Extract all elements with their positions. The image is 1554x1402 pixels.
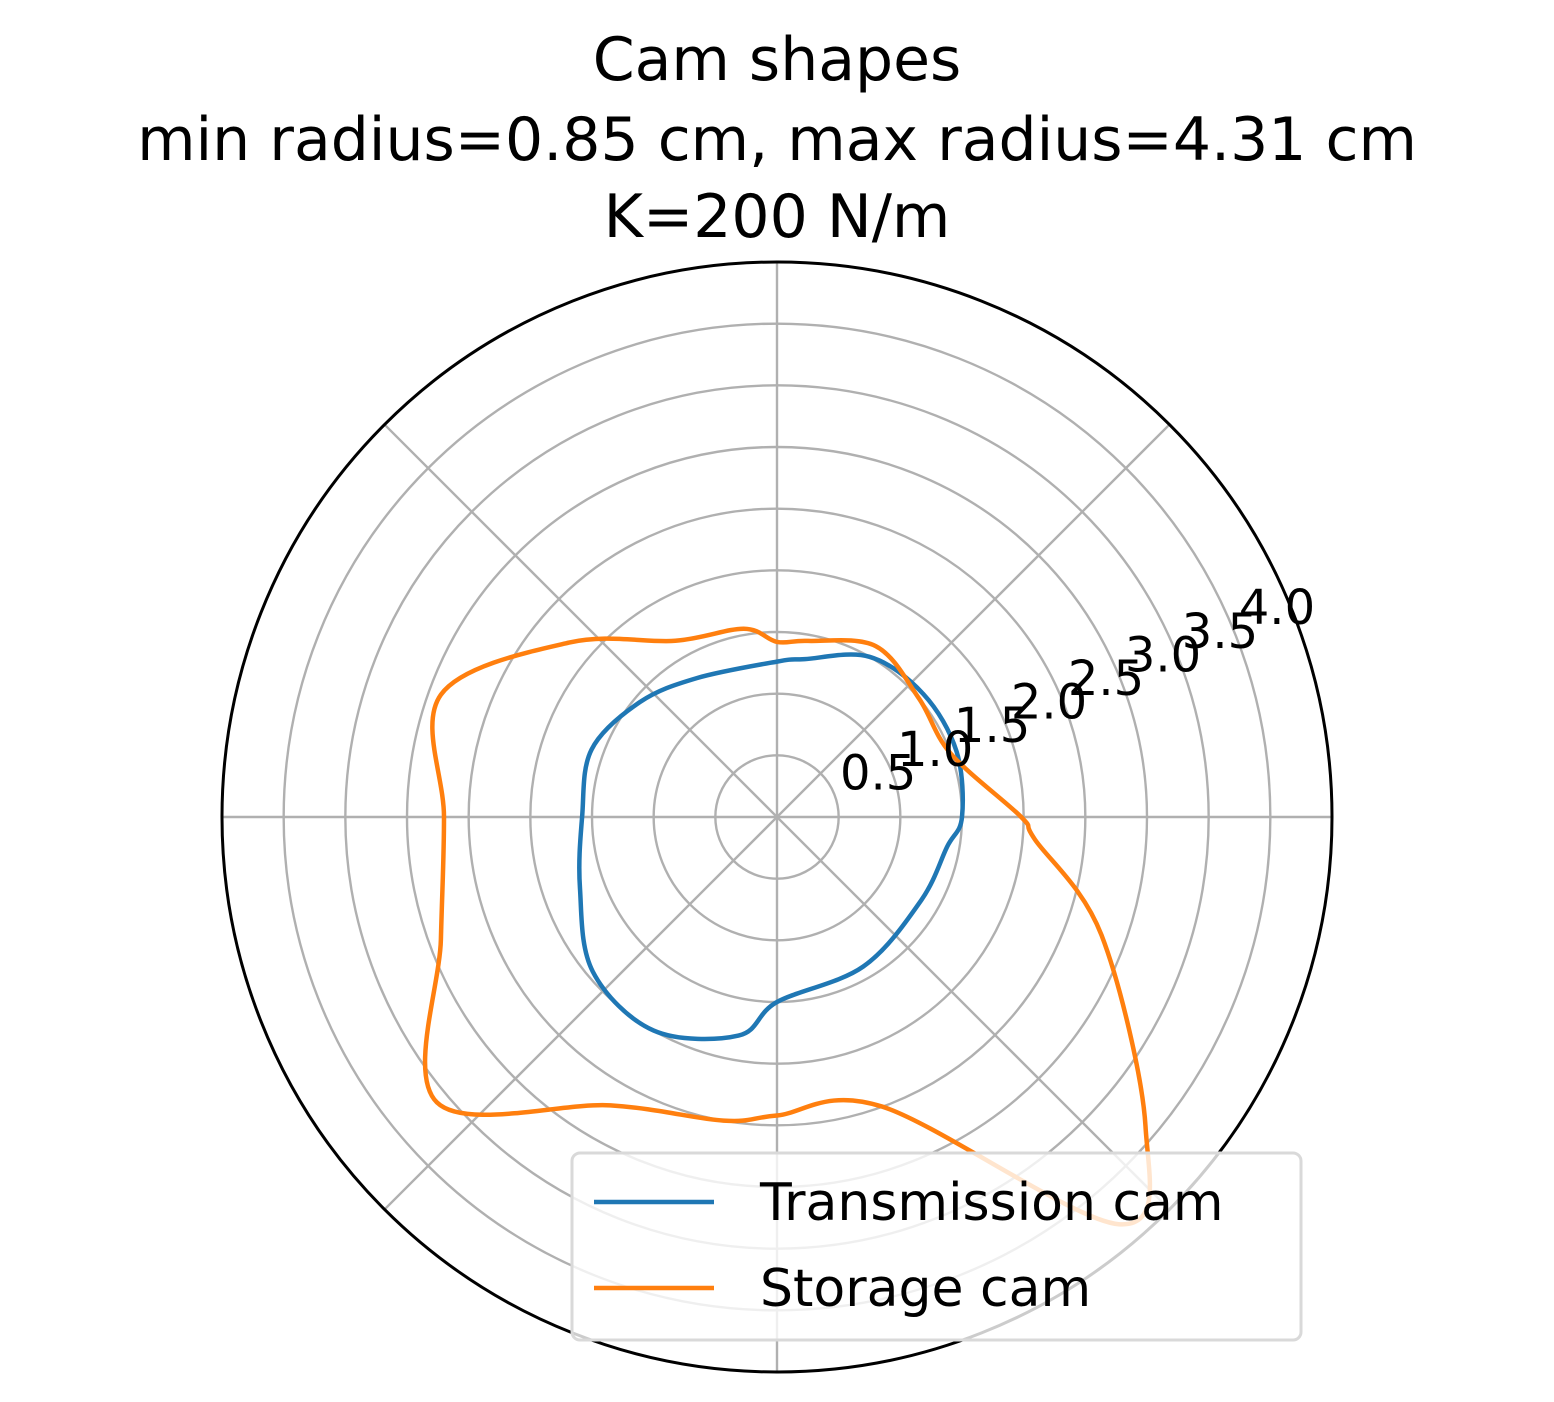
legend: Transmission cam Storage cam xyxy=(570,1151,1303,1342)
radial-tick-labels: 0.51.01.52.02.53.03.54.0 xyxy=(840,580,1315,801)
legend-box xyxy=(570,1151,1303,1342)
legend-label-transmission-cam: Transmission cam xyxy=(759,1173,1224,1233)
radial-tick-label-3: 2.0 xyxy=(1011,675,1087,731)
title-line-1: Cam shapes xyxy=(593,25,962,95)
radial-tick-label-1: 1.0 xyxy=(897,722,973,778)
angular-gridline-5 xyxy=(383,816,778,1211)
radial-tick-label-4: 2.5 xyxy=(1068,651,1144,707)
angular-gridline-1 xyxy=(776,423,1171,818)
radial-tick-label-2: 1.5 xyxy=(954,698,1030,754)
angular-gridline-7 xyxy=(776,816,1171,1211)
chart-title: Cam shapes min radius=0.85 cm, max radiu… xyxy=(137,25,1417,252)
angular-gridline-3 xyxy=(383,423,778,818)
legend-label-storage-cam: Storage cam xyxy=(760,1259,1091,1319)
title-line-3: K=200 N/m xyxy=(604,182,951,252)
radial-tick-label-0: 0.5 xyxy=(840,745,916,801)
polar-frame xyxy=(220,260,1334,1374)
radial-tick-label-5: 3.0 xyxy=(1125,627,1201,683)
series-line-transmission-cam xyxy=(577,652,966,1042)
radial-tick-label-6: 3.5 xyxy=(1182,604,1258,660)
title-line-2: min radius=0.85 cm, max radius=4.31 cm xyxy=(137,105,1417,175)
radial-tick-label-7: 4.0 xyxy=(1239,580,1315,636)
